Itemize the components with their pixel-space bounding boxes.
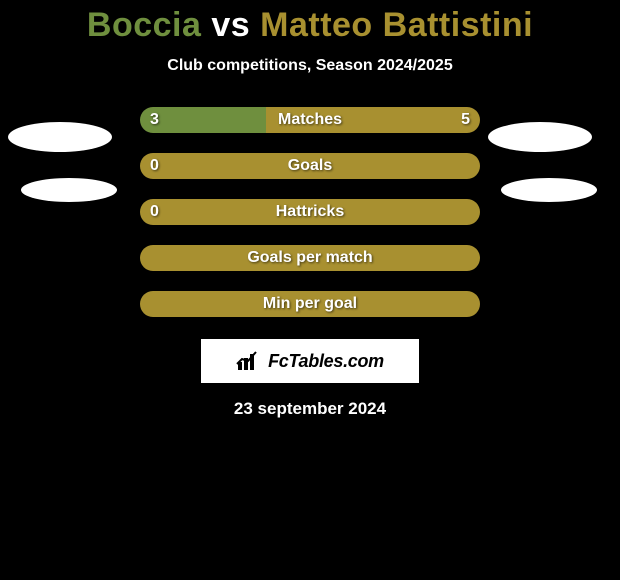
avatar-right (488, 122, 592, 152)
stat-bar: Matches35 (140, 107, 480, 133)
title-left: Boccia (87, 6, 202, 44)
stat-right-value: 5 (461, 107, 470, 133)
avatar-left (21, 178, 117, 202)
stat-bar: Hattricks0 (140, 199, 480, 225)
bar-segment-right (140, 291, 480, 317)
bar-segment-right (140, 153, 480, 179)
logo-chart-icon (236, 350, 262, 372)
title-vs: vs (211, 6, 250, 44)
date-label: 23 september 2024 (0, 399, 620, 419)
stat-left-value: 3 (150, 107, 159, 133)
stat-bar: Min per goal (140, 291, 480, 317)
bar-segment-right (140, 245, 480, 271)
stat-bar: Goals per match (140, 245, 480, 271)
avatar-left (8, 122, 112, 152)
stat-row: Goals per match (0, 245, 620, 271)
page-title: Boccia vs Matteo Battistini (0, 0, 620, 45)
bar-segment-right (140, 199, 480, 225)
stat-left-value: 0 (150, 153, 159, 179)
stat-bar: Goals0 (140, 153, 480, 179)
stat-row: Hattricks0 (0, 199, 620, 225)
bar-segment-right (266, 107, 480, 133)
title-right: Matteo Battistini (260, 6, 533, 44)
stat-row: Goals0 (0, 153, 620, 179)
logo-text: FcTables.com (268, 351, 384, 372)
stat-left-value: 0 (150, 199, 159, 225)
stat-row: Min per goal (0, 291, 620, 317)
subtitle: Club competitions, Season 2024/2025 (0, 57, 620, 75)
avatar-right (501, 178, 597, 202)
logo-box: FcTables.com (201, 339, 419, 383)
